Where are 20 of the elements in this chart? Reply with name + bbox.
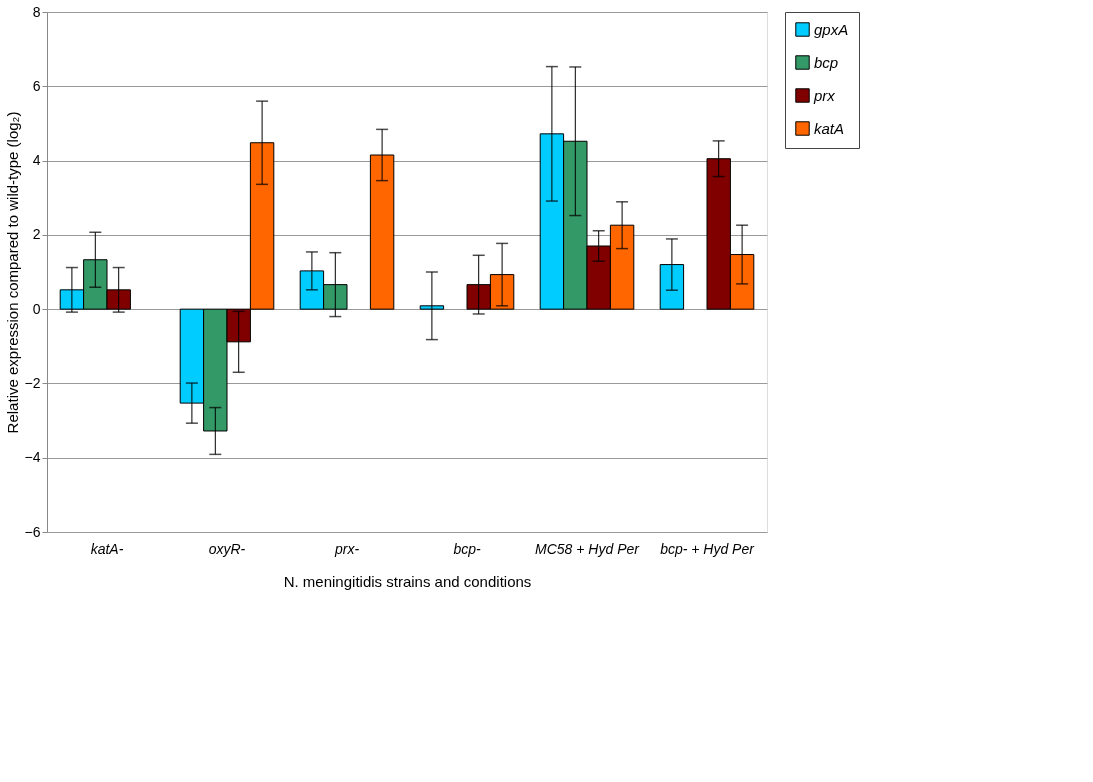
x-tick-label: oxyR- bbox=[208, 540, 246, 557]
legend-label: bcp bbox=[814, 53, 839, 71]
legend-label: katA bbox=[814, 119, 845, 137]
x-tick-label: prx- bbox=[333, 540, 360, 557]
y-tick-label: 6 bbox=[32, 77, 41, 94]
y-tick-label: 8 bbox=[32, 3, 41, 20]
y-tick-label: −4 bbox=[24, 449, 41, 466]
y-tick-label: 0 bbox=[32, 300, 41, 317]
y-tick-label: 4 bbox=[32, 152, 41, 169]
y-tick-label: 2 bbox=[32, 226, 41, 243]
x-axis-title: N. meningitidis strains and conditions bbox=[283, 572, 532, 590]
y-tick-label: −2 bbox=[24, 374, 41, 391]
x-tick-label: bcp- + Hyd Per bbox=[660, 540, 756, 557]
y-tick-label: −6 bbox=[24, 523, 41, 540]
legend-label: gpxA bbox=[814, 20, 849, 38]
y-axis-title: Relative expression compared to wild-type (log₂) bbox=[3, 111, 21, 434]
x-tick-label: katA- bbox=[90, 540, 124, 557]
legend-label: prx bbox=[813, 86, 836, 104]
x-tick-label: MC58 + Hyd Per bbox=[535, 540, 641, 557]
x-tick-label: bcp- bbox=[453, 540, 481, 557]
